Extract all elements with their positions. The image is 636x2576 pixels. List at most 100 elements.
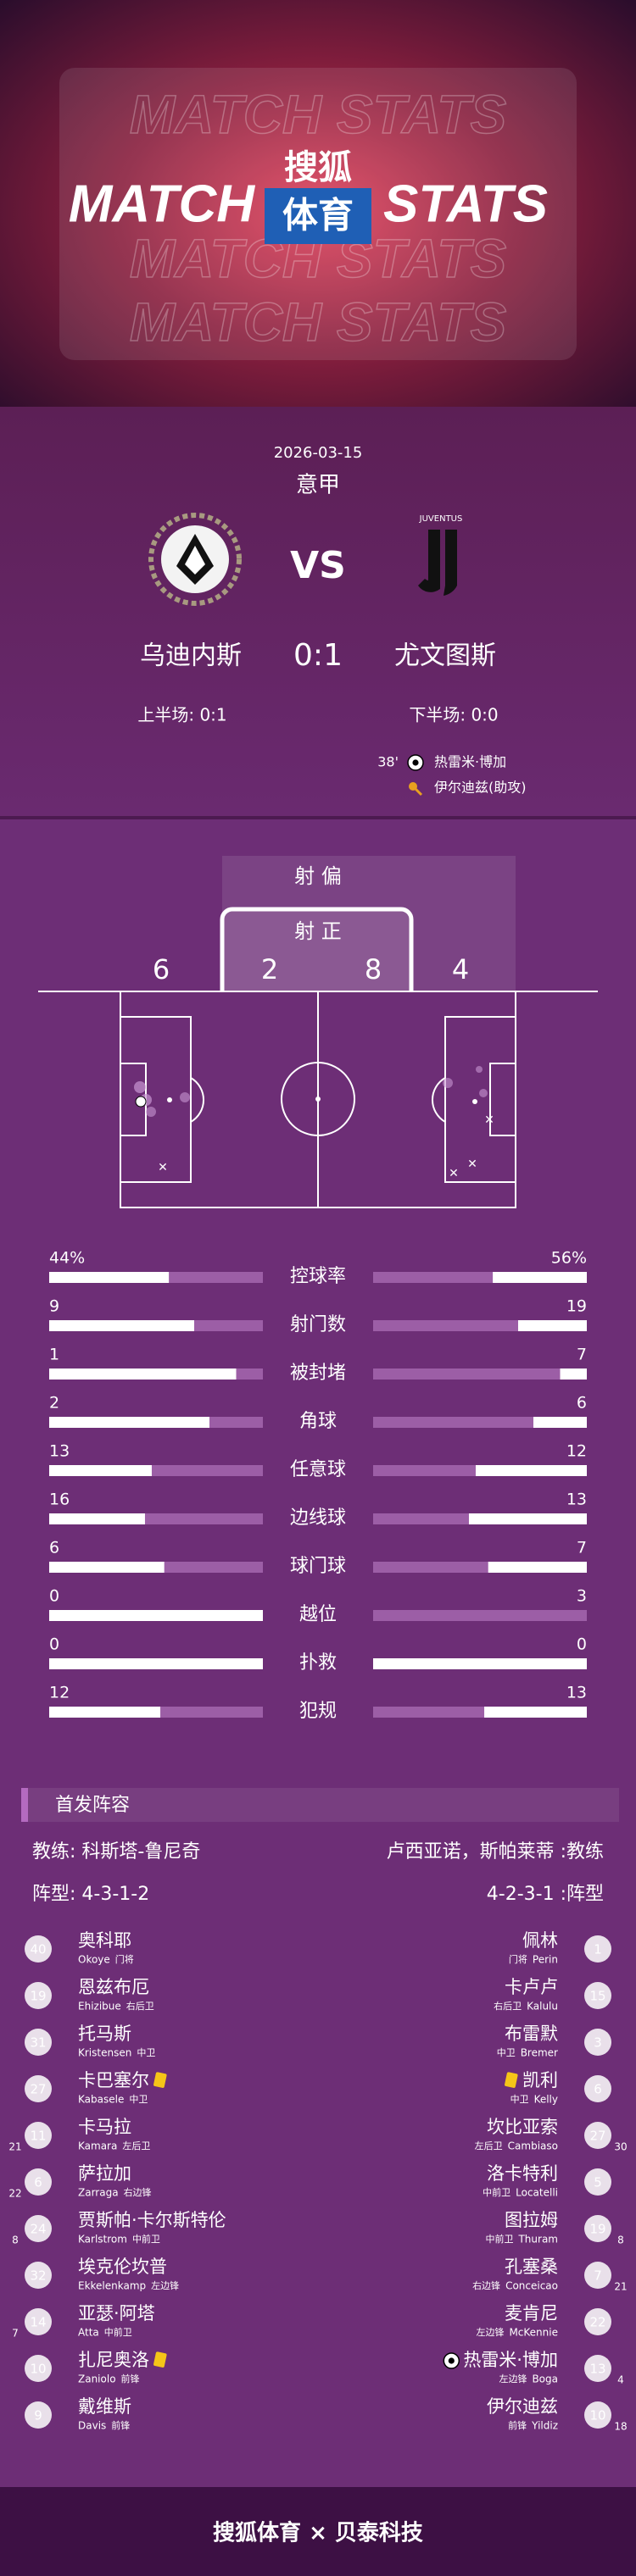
number-badge xyxy=(25,1935,52,1963)
number-badge xyxy=(584,2401,611,2429)
number-badge xyxy=(25,1982,52,2009)
player-name: 坎比亚索 xyxy=(487,2117,558,2137)
player-name-en: Karlstrom xyxy=(78,2234,127,2246)
home-logo xyxy=(148,513,242,606)
player-name-en: Davis xyxy=(78,2420,106,2432)
player-position: 左后卫 xyxy=(475,2140,503,2151)
score: 0:1 xyxy=(293,638,343,673)
player-name: 亚瑟·阿塔 xyxy=(78,2303,155,2323)
away-stat-value: 0 xyxy=(577,1635,587,1654)
player-position: 右边锋 xyxy=(124,2186,152,2198)
sub-number: 21 xyxy=(8,2141,21,2153)
laurel xyxy=(148,513,242,606)
shot-marker xyxy=(472,1099,477,1104)
number-badge xyxy=(584,2215,611,2242)
home-coach: 教练: 科斯塔-鲁尼奇 xyxy=(32,1841,200,1863)
player-number: 15 xyxy=(589,1989,605,2004)
match-date: 2026-03-15 xyxy=(274,444,363,462)
player-name-en: Bremer xyxy=(521,2047,558,2059)
player-number: 32 xyxy=(30,2268,46,2284)
home-stat-value: 6 xyxy=(49,1539,59,1557)
stat-name: 被封堵 xyxy=(290,1363,346,1384)
player-name-en: Thuram xyxy=(517,2234,558,2246)
on-target-label: 射 正 xyxy=(294,919,342,943)
player-number: 14 xyxy=(30,2315,46,2330)
player-name-en: Kristensen xyxy=(78,2047,131,2059)
player-name-en: Cambiaso xyxy=(508,2140,558,2152)
center-spot xyxy=(315,1096,321,1102)
brand-box xyxy=(265,188,371,244)
away-bar xyxy=(373,1707,485,1718)
player-name-en: Locatelli xyxy=(516,2187,558,2199)
player-number: 13 xyxy=(589,2362,605,2377)
shot-marker xyxy=(479,1089,488,1097)
goal-frame xyxy=(220,907,414,991)
home-bar-track xyxy=(49,1658,263,1669)
player-position: 中前卫 xyxy=(485,2233,513,2245)
number-badge xyxy=(25,2401,52,2429)
shot-count: 6 xyxy=(153,953,170,985)
player-name: 卡巴塞尔 xyxy=(78,2070,149,2090)
number-badge xyxy=(584,1935,611,1963)
player-number: 5 xyxy=(594,2175,602,2190)
right-arc xyxy=(431,1077,446,1123)
player-position: 中前卫 xyxy=(104,2326,132,2338)
player-position: 前锋 xyxy=(121,2373,140,2384)
home-stat-value: 0 xyxy=(49,1635,59,1654)
second-half: 下半场: 0:0 xyxy=(409,705,498,725)
player-number: 19 xyxy=(589,2222,605,2237)
player-name-en: Atta xyxy=(78,2327,99,2339)
away-bar xyxy=(373,1562,488,1573)
number-badge xyxy=(25,2355,52,2382)
away-formation: 4-2-3-1 :阵型 xyxy=(487,1884,604,1905)
home-formation: 阵型: 4-3-1-2 xyxy=(32,1884,149,1905)
logo-j xyxy=(418,530,440,592)
shot-marker xyxy=(134,1081,146,1093)
player-position: 左边锋 xyxy=(151,2280,179,2291)
blocked-marker: ✕ xyxy=(467,1158,477,1171)
away-bar xyxy=(373,1417,533,1428)
player-number: 11 xyxy=(30,2129,46,2144)
home-bar xyxy=(169,1272,263,1283)
player-name-en: Kabasele xyxy=(78,2094,124,2106)
player-position: 中前卫 xyxy=(132,2233,160,2245)
player-name: 奥科耶 xyxy=(78,1930,131,1951)
player-position: 门将 xyxy=(509,1953,527,1965)
ball-patch xyxy=(412,759,419,766)
home-bar xyxy=(194,1320,263,1331)
blocked-marker: ✕ xyxy=(484,1113,494,1127)
player-position: 左后卫 xyxy=(122,2140,150,2151)
off-target-label: 射 偏 xyxy=(294,864,342,888)
number-badge xyxy=(25,2168,52,2196)
player-name-en: Ehizibue xyxy=(78,2001,121,2012)
sub-number: 7 xyxy=(12,2328,19,2340)
player-name: 图拉姆 xyxy=(505,2210,558,2230)
bg-title: MATCH STATS xyxy=(130,84,507,145)
shot-markers: ✕ ✕ ✕ ✕ xyxy=(134,1066,494,1180)
home-bar xyxy=(164,1562,263,1573)
lineup-accent xyxy=(21,1788,28,1822)
brand-top: 搜狐 xyxy=(284,148,352,187)
player-position: 前锋 xyxy=(111,2419,130,2431)
player-name-en: Yildiz xyxy=(531,2420,558,2432)
lineup-bar xyxy=(21,1788,619,1822)
yellow-card xyxy=(505,2072,518,2088)
away-bar xyxy=(373,1272,494,1283)
away-stat-value: 19 xyxy=(566,1297,587,1316)
number-badge xyxy=(584,2029,611,2056)
player-name-en: Zaniolo xyxy=(78,2373,116,2385)
player-name: 凯利 xyxy=(522,2070,558,2090)
vs: VS xyxy=(290,544,346,587)
player-position: 中卫 xyxy=(510,2094,529,2105)
player-name: 萨拉加 xyxy=(78,2163,131,2184)
shot-marker xyxy=(146,1107,156,1117)
home-bar xyxy=(160,1707,263,1718)
player-number: 31 xyxy=(30,2035,46,2051)
away-team: 尤文图斯 xyxy=(394,641,496,671)
away-bar xyxy=(373,1610,587,1621)
player-name: 卡马拉 xyxy=(78,2117,131,2137)
sub-number: 4 xyxy=(617,2374,624,2386)
stat-name: 球门球 xyxy=(290,1556,346,1577)
player-number: 6 xyxy=(594,2082,602,2097)
away-stat-value: 6 xyxy=(577,1394,587,1413)
